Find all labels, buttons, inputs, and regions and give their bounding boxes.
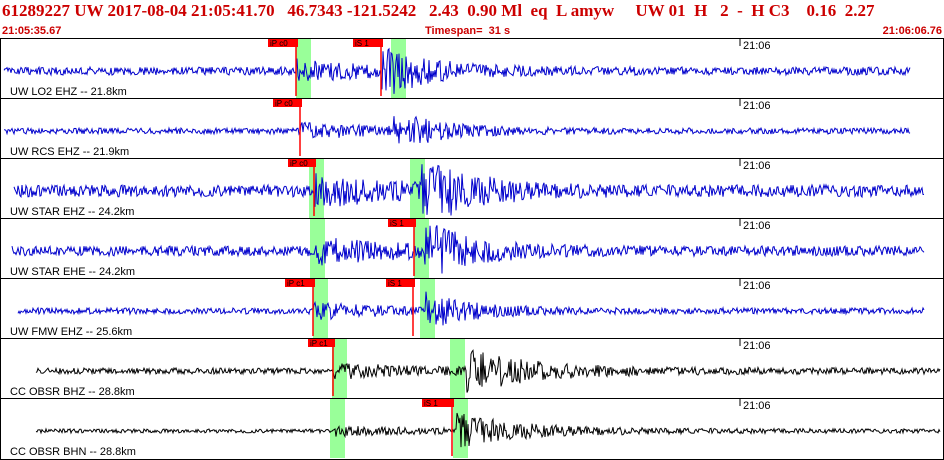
trace-panel-obsr-bhz[interactable]: 21:06 iP c1 CC OBSR BHZ -- 28.8km [0, 338, 944, 399]
end-time: 21:06:06.76 [882, 25, 942, 37]
waveform [3, 115, 911, 144]
trace-label: UW STAR EHE -- 24.2km [10, 266, 135, 278]
s-pick-flag[interactable]: iS 1 [422, 399, 454, 456]
s-pick-flag[interactable]: iS 1 [386, 279, 415, 336]
pick-flag-box [386, 279, 415, 287]
panel-border [0, 338, 944, 399]
time-tick-label: 21:06 [743, 160, 771, 172]
pick-label: iS 1 [388, 279, 402, 288]
p-pick-flag[interactable]: iP c0 [268, 39, 298, 96]
p-pick-flag[interactable]: iP c0 [288, 159, 316, 216]
pick-flag-box [273, 99, 302, 107]
trace-label: UW RCS EHZ -- 21.9km [10, 146, 129, 158]
pick-label: iP c1 [310, 339, 328, 348]
p-pick-flag[interactable]: iP c1 [308, 339, 335, 396]
trace-label: UW STAR EHZ -- 24.2km [10, 206, 134, 218]
trace-panel-rcs-ehz[interactable]: 21:06 iP c0 UW RCS EHZ -- 21.9km [0, 98, 944, 159]
pick-flag-box [353, 39, 383, 47]
p-window [313, 279, 328, 338]
panel-border [0, 98, 944, 159]
waveform [11, 225, 925, 274]
time-tick-label: 21:06 [743, 40, 771, 52]
pick-label: iS 1 [390, 219, 404, 228]
time-tick-label: 21:06 [743, 400, 771, 412]
trace-panel-obsr-bhn[interactable]: 21:06 iS 1 CC OBSR BHN -- 28.8km [0, 398, 944, 460]
event-summary-line: 61289227 UW 2017-08-04 21:05:41.70 46.73… [2, 1, 875, 20]
p-pick-flag[interactable]: iP c1 [285, 279, 315, 336]
time-tick-label: 21:06 [743, 220, 771, 232]
trace-label: CC OBSR BHZ -- 28.8km [10, 386, 135, 398]
trace-label: UW FMW EHZ -- 25.6km [10, 326, 132, 338]
trace-label: CC OBSR BHN -- 28.8km [10, 446, 136, 458]
pick-label: iP c1 [287, 279, 305, 288]
trace-panel-star-ehe[interactable]: 21:06 iS 1 UW STAR EHE -- 24.2km [0, 218, 944, 279]
waveform [3, 47, 911, 94]
pick-label: iP c0 [275, 99, 293, 108]
pick-flag-box [285, 279, 315, 287]
waveform [35, 349, 941, 393]
pick-label: iS 1 [424, 399, 438, 408]
time-tick-label: 21:06 [743, 100, 771, 112]
pick-flag-box [388, 219, 416, 227]
p-window [296, 39, 311, 98]
p-pick-flag[interactable]: iP c0 [273, 99, 302, 156]
pick-flag-box [268, 39, 298, 47]
header-bar: 61289227 UW 2017-08-04 21:05:41.70 46.73… [0, 0, 944, 38]
waveform-panels[interactable]: 21:06 iP c0 iS 1 UW LO2 EHZ -- 21.8km 21… [0, 38, 944, 460]
waveform [17, 291, 925, 326]
trace-panel-star-ehz[interactable]: 21:06 iP c0 UW STAR EHZ -- 24.2km [0, 158, 944, 219]
pick-flag-box [308, 339, 335, 347]
trace-panel-fmw-ehz[interactable]: 21:06 iP c1 iS 1 UW FMW EHZ -- 25.6km [0, 278, 944, 339]
p-window [310, 219, 325, 278]
panel-border [0, 398, 944, 460]
s-pick-flag[interactable]: iS 1 [388, 219, 416, 276]
trace-label: UW LO2 EHZ -- 21.8km [10, 86, 127, 98]
waveform [35, 412, 941, 448]
pick-label: iP c0 [290, 159, 308, 168]
pick-flag-box [422, 399, 454, 407]
timespan-label: Timespan= 31 s [425, 25, 511, 37]
trace-panel-lo2-ehz[interactable]: 21:06 iP c0 iS 1 UW LO2 EHZ -- 21.8km [0, 38, 944, 99]
pick-label: iS 1 [355, 39, 369, 48]
time-tick-label: 21:06 [743, 280, 771, 292]
start-time: 21:05:35.67 [2, 25, 62, 37]
time-tick-label: 21:06 [743, 340, 771, 352]
pick-flag-box [288, 159, 316, 167]
s-pick-flag[interactable]: iS 1 [353, 39, 383, 96]
waveform [13, 164, 925, 216]
pick-label: iP c0 [270, 39, 288, 48]
